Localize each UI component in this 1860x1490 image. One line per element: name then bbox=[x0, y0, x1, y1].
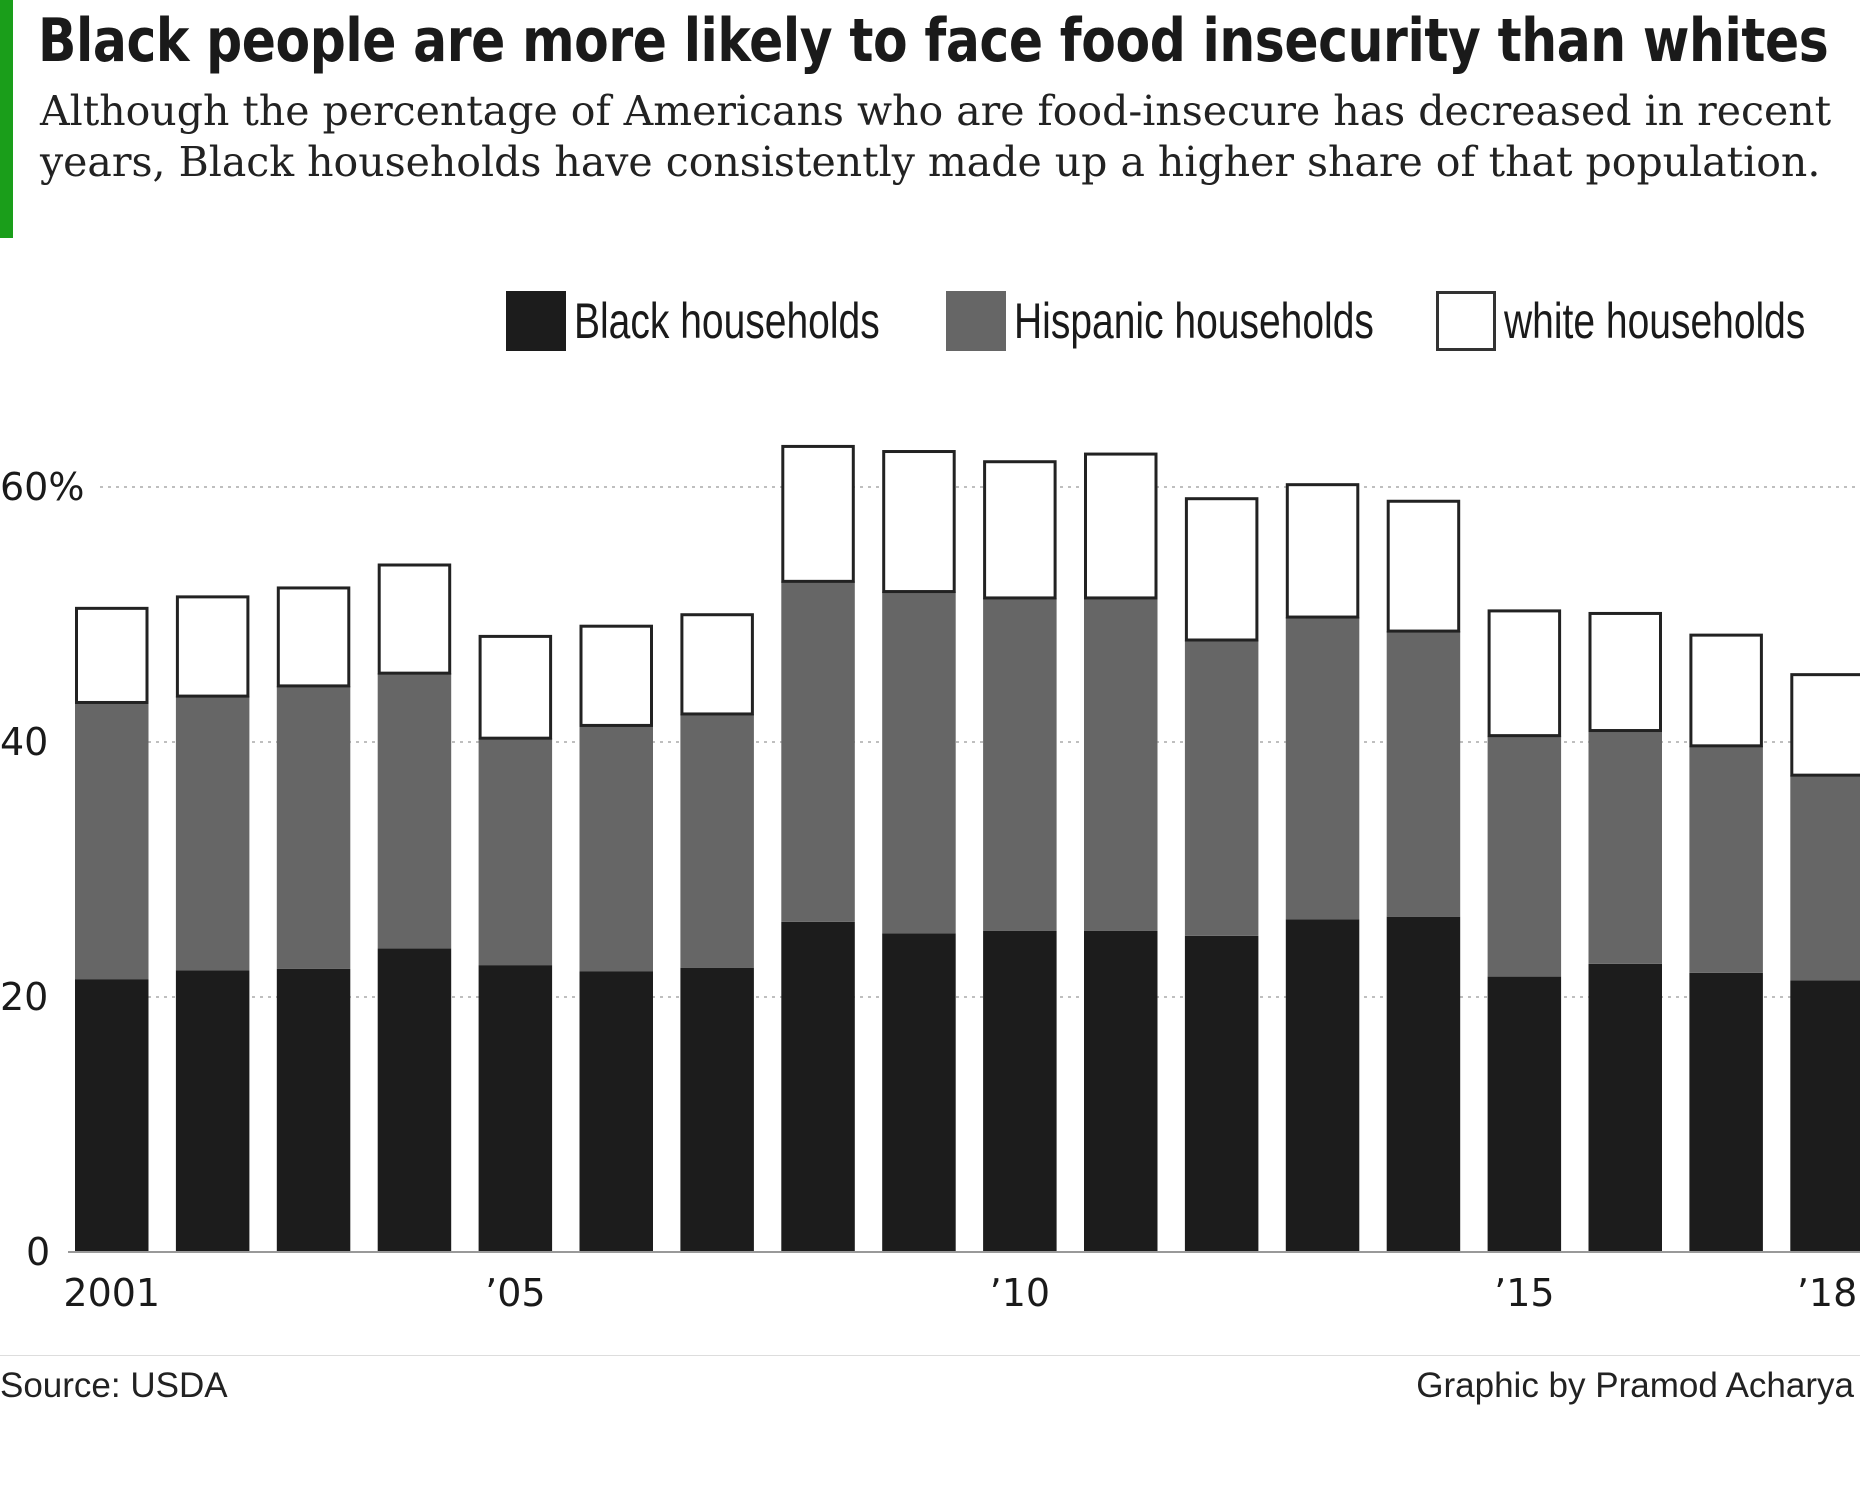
bar-segment-white-households bbox=[781, 444, 855, 583]
legend-swatch-black bbox=[506, 291, 566, 351]
bar-segment-white-households bbox=[1084, 452, 1158, 600]
bar-segment-white-households bbox=[1285, 483, 1360, 619]
legend-label: Black households bbox=[574, 293, 880, 349]
bar-segment-black-households bbox=[377, 948, 452, 1252]
y-tick-label: 20 bbox=[0, 975, 48, 1019]
bar-segment-white-households bbox=[175, 595, 250, 698]
source-note: Source: USDA bbox=[0, 1366, 228, 1405]
bar-segment-hispanic-households bbox=[882, 591, 956, 934]
legend: Black households Hispanic households whi… bbox=[0, 288, 1860, 354]
bar-segment-white-households bbox=[75, 606, 149, 704]
bar-segment-black-households bbox=[1285, 919, 1360, 1252]
bar-segment-black-households bbox=[1487, 976, 1562, 1252]
bar-segment-hispanic-households bbox=[175, 696, 250, 971]
y-tick-label: 40 bbox=[0, 720, 48, 764]
bar-segment-hispanic-households bbox=[1689, 745, 1763, 973]
graphic-credit: Graphic by Pramod Acharya bbox=[1416, 1366, 1854, 1405]
bar-segment-white-households bbox=[579, 624, 653, 727]
bar-segment-white-households bbox=[1184, 497, 1259, 642]
x-tick-label: ’10 bbox=[990, 1271, 1050, 1315]
bar-segment-white-households bbox=[1790, 673, 1860, 777]
x-tick-label: ’05 bbox=[485, 1271, 545, 1315]
bar-segment-black-households bbox=[1386, 916, 1461, 1252]
bar-segment-black-households bbox=[1084, 930, 1158, 1252]
bar-segment-black-households bbox=[75, 979, 149, 1252]
bar-segment-hispanic-households bbox=[1487, 735, 1562, 977]
bar-segment-white-households bbox=[377, 563, 452, 675]
bar-segment-hispanic-households bbox=[1386, 631, 1461, 917]
bar-segment-white-households bbox=[1386, 499, 1461, 633]
x-tick-label: 2001 bbox=[63, 1271, 160, 1315]
chart-title: Black people are more likely to face foo… bbox=[38, 6, 1829, 76]
bar-segment-black-households bbox=[983, 930, 1057, 1252]
bar-segment-black-households bbox=[1184, 935, 1259, 1252]
x-tick-label: ’15 bbox=[1494, 1271, 1554, 1315]
accent-bar bbox=[0, 0, 13, 238]
footer-divider bbox=[0, 1355, 1860, 1356]
legend-label: Hispanic households bbox=[1014, 293, 1374, 349]
bar-segment-black-households bbox=[175, 970, 250, 1252]
bar-segment-hispanic-households bbox=[478, 738, 553, 966]
legend-swatch-white bbox=[1436, 291, 1496, 351]
bar-segment-white-households bbox=[1588, 611, 1662, 733]
bar-segment-hispanic-households bbox=[680, 713, 754, 968]
bar-segment-white-households bbox=[680, 613, 754, 716]
bar-segment-hispanic-households bbox=[1285, 617, 1360, 920]
bar-segment-white-households bbox=[882, 450, 956, 594]
legend-swatch-hispanic bbox=[946, 291, 1006, 351]
bar-segment-hispanic-households bbox=[781, 581, 855, 922]
bar-segment-black-households bbox=[781, 921, 855, 1252]
bar-segment-black-households bbox=[1689, 972, 1763, 1252]
bar-segment-black-households bbox=[478, 965, 553, 1252]
bar-segment-hispanic-households bbox=[276, 685, 351, 969]
bar-segment-white-households bbox=[983, 460, 1057, 600]
bar-segment-black-households bbox=[680, 967, 754, 1252]
x-tick-label: ’18 bbox=[1797, 1271, 1857, 1315]
chart-subtitle: Although the percentage of Americans who… bbox=[40, 87, 1832, 186]
bar-segment-hispanic-households bbox=[983, 597, 1057, 931]
bar-segment-white-households bbox=[1689, 633, 1763, 748]
bar-segment-white-households bbox=[276, 586, 351, 688]
bar-segment-white-households bbox=[1487, 609, 1562, 738]
legend-label: white households bbox=[1504, 293, 1806, 349]
bar-segment-white-households bbox=[478, 634, 553, 740]
bar-segment-hispanic-households bbox=[1184, 640, 1259, 936]
legend-item-black: Black households bbox=[506, 288, 966, 354]
legend-item-hispanic: Hispanic households bbox=[946, 288, 1475, 354]
bar-segment-black-households bbox=[882, 933, 956, 1252]
bar-segment-hispanic-households bbox=[377, 673, 452, 949]
bar-segment-hispanic-households bbox=[579, 725, 653, 972]
bar-segment-hispanic-households bbox=[1588, 730, 1662, 964]
bar-segment-black-households bbox=[276, 968, 351, 1252]
bar-segment-hispanic-households bbox=[1084, 597, 1158, 931]
bar-segment-black-households bbox=[1790, 980, 1860, 1252]
y-tick-label: 60% bbox=[0, 465, 84, 509]
bar-segment-black-households bbox=[579, 971, 653, 1252]
bar-segment-hispanic-households bbox=[75, 702, 149, 980]
bar-segment-hispanic-households bbox=[1790, 775, 1860, 981]
legend-item-white: white households bbox=[1436, 288, 1860, 354]
y-tick-label: 0 bbox=[26, 1230, 50, 1274]
bar-segment-black-households bbox=[1588, 963, 1662, 1252]
